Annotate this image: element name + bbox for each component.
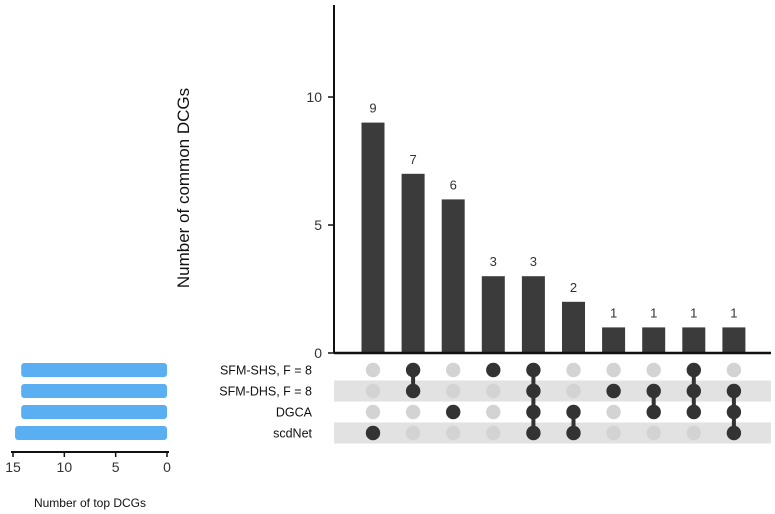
set-size-bars (15, 363, 168, 440)
set-size-tick-label: 5 (112, 459, 120, 475)
bar-value-label: 3 (530, 254, 537, 269)
matrix-dot-inactive (606, 425, 621, 441)
matrix-stripe (334, 380, 771, 402)
matrix-dot-inactive (446, 362, 461, 378)
matrix-dot-active (526, 404, 541, 420)
matrix-dot-inactive (405, 404, 421, 420)
matrix-dot-inactive (566, 383, 581, 399)
bar-value-label: 1 (730, 305, 737, 320)
matrix-dot-active (526, 362, 541, 378)
matrix-dot-inactive (446, 383, 461, 399)
intersection-bar (602, 327, 626, 353)
matrix-dot-inactive (486, 383, 501, 399)
matrix-dot-active (405, 362, 421, 378)
matrix-dot-inactive (606, 362, 621, 378)
matrix-dot-inactive (446, 425, 461, 441)
matrix-dot-active (446, 404, 461, 420)
matrix-dot-active (646, 383, 661, 399)
set-name-label: SFM-DHS, F = 8 (219, 385, 312, 399)
matrix-dot-active (405, 383, 421, 399)
bar-value-label: 1 (610, 305, 617, 320)
matrix-dot-inactive (365, 383, 381, 399)
set-size-tick-label: 0 (163, 459, 171, 475)
bar-value-label: 3 (490, 254, 497, 269)
matrix-dot-active (526, 383, 541, 399)
y-tick-label: 10 (306, 89, 322, 105)
matrix-dot-active (486, 362, 501, 378)
intersection-bar (481, 276, 505, 353)
matrix-dot-inactive (646, 362, 661, 378)
set-name-label: SFM-SHS, F = 8 (220, 364, 312, 378)
matrix-dot-inactive (365, 404, 381, 420)
intersection-matrix (365, 362, 742, 441)
set-size-bar (21, 405, 167, 419)
bar-value-label: 2 (570, 280, 577, 295)
matrix-dot-active (726, 404, 742, 420)
intersection-bar (642, 327, 666, 353)
matrix-dot-active (686, 362, 701, 378)
bar-value-label: 6 (450, 177, 457, 192)
bar-value-label: 7 (409, 152, 416, 167)
intersection-bar (401, 173, 425, 353)
matrix-dot-inactive (365, 362, 381, 378)
intersection-bar (521, 276, 545, 353)
matrix-dot-inactive (606, 404, 621, 420)
matrix-dot-inactive (646, 425, 661, 441)
y-tick-label: 5 (314, 217, 322, 233)
matrix-dot-active (686, 404, 701, 420)
matrix-dot-inactive (726, 362, 742, 378)
matrix-dot-inactive (486, 404, 501, 420)
set-size-tick-label: 10 (57, 459, 73, 475)
matrix-dot-inactive (486, 425, 501, 441)
intersection-bar (361, 122, 385, 353)
intersection-bar (682, 327, 706, 353)
matrix-dot-active (566, 404, 581, 420)
matrix-stripes (334, 380, 771, 444)
bar-value-label: 9 (369, 101, 376, 116)
intersection-bars: 9 7 6 3 3 2 1 1 1 1 (361, 101, 746, 353)
matrix-dot-active (606, 383, 621, 399)
axes: 0 5 10 15 10 5 0 (5, 5, 771, 475)
set-name-label: scdNet (273, 427, 312, 441)
matrix-dot-inactive (566, 362, 581, 378)
matrix-dot-inactive (686, 425, 701, 441)
set-size-bar (21, 384, 167, 398)
set-name-label: DGCA (276, 406, 313, 420)
intersection-bar (441, 199, 465, 353)
matrix-dot-inactive (405, 425, 421, 441)
matrix-stripe (334, 422, 771, 444)
matrix-dot-active (726, 425, 742, 441)
set-size-tick-label: 15 (5, 459, 21, 475)
y-tick-label: 0 (314, 345, 322, 361)
bar-value-label: 1 (650, 305, 657, 320)
matrix-dot-active (686, 383, 701, 399)
intersection-bar (722, 327, 746, 353)
matrix-dot-active (365, 425, 381, 441)
labels: Number of common DCGs SFM-SHS, F = 8 SFM-D… (34, 88, 313, 510)
set-size-bar (21, 363, 167, 377)
matrix-dot-active (646, 404, 661, 420)
matrix-dot-active (526, 425, 541, 441)
set-size-axis-title: Number of top DCGs (34, 496, 146, 510)
matrix-dot-active (726, 383, 742, 399)
y-axis-title: Number of common DCGs (174, 88, 193, 288)
matrix-dot-active (566, 425, 581, 441)
intersection-bar (562, 301, 585, 353)
set-size-bar (15, 426, 168, 440)
bar-value-label: 1 (690, 305, 697, 320)
